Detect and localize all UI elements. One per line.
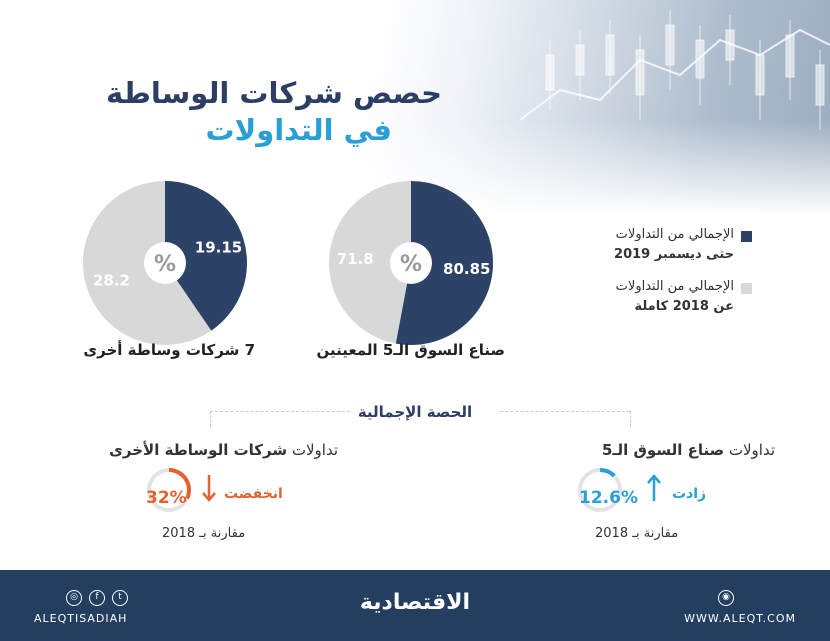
stat-heading-prefix: تداولات [287,441,338,459]
stat-value-other-brokers: 32% [146,488,187,508]
compare-note-other-brokers: مقارنة بـ 2018 [162,526,246,541]
section-title-text: الحصة الإجمالية [349,403,481,421]
stat-heading-market-makers: تداولات صناع السوق الـ5 [602,441,775,459]
progress-arc-other-brokers [147,468,191,512]
legend-swatch-2019 [741,231,752,242]
pie-value-label-dark: 80.85 [443,260,490,278]
legend-label-line1: الإجمالي من التداولات [615,227,734,242]
stat-heading-bold: شركات الوساطة الأخرى [109,441,288,459]
stat-direction-other-brokers: انخفضت [224,486,283,502]
arrow-down-icon [202,475,216,502]
footer: ◎ f t ALEQTISADIAH الاقتصادية ◉ WWW.ALEQ… [0,570,830,641]
stat-value-market-makers: 12.6% [579,488,638,508]
divider-tick-left [210,411,211,427]
pie-caption-market-makers: صناع السوق الـ5 المعينين [316,341,505,359]
globe-icon[interactable]: ◉ [718,590,734,606]
divider-tick-right [630,411,631,427]
divider-left [210,411,360,412]
pie-chart-market-makers: % 80.85 71.8 [329,181,494,345]
pie-value-label-grey: 71.8 [337,250,374,268]
pie-value-label-grey: 28.2 [93,272,130,290]
legend-item-2018: الإجمالي من التداولات عن 2018 كاملة [584,277,752,317]
legend-item-2019: الإجمالي من التداولات حتى ديسمبر 2019 [584,225,752,265]
arrow-up-icon [647,474,661,501]
page-title: حصص شركات الوساطة [105,76,442,110]
pie-value-label-dark: 19.15 [195,238,242,256]
compare-note-market-makers: مقارنة بـ 2018 [595,526,679,541]
pie-center [144,242,186,284]
arc-fill [599,468,616,478]
twitter-icon[interactable]: t [112,590,128,606]
pie-slice-dark [165,181,247,331]
legend-label-line1: الإجمالي من التداولات [615,279,734,294]
section-title: الحصة الإجمالية [0,403,830,421]
stat-direction-market-makers: زادت [672,486,707,502]
stat-heading-other-brokers: تداولات شركات الوساطة الأخرى [109,441,338,459]
divider-right [500,411,630,412]
facebook-icon[interactable]: f [89,590,105,606]
progress-arc-market-makers [578,468,622,512]
page-subtitle: في التداولات [205,113,392,147]
website-link[interactable]: WWW.ALEQT.COM [684,612,796,625]
legend-label-line2: عن 2018 كاملة [634,299,734,314]
social-handle[interactable]: ALEQTISADIAH [34,612,128,625]
pie-caption-other-brokers: 7 شركات وساطة أخرى [83,341,255,359]
pie-slice-dark [395,181,494,345]
legend-label-line2: حتى ديسمبر 2019 [614,247,734,262]
stat-heading-prefix: تداولات [724,441,775,459]
pie-center [390,242,432,284]
arc-fill [168,468,191,500]
pie-center-label: % [154,252,176,277]
stock-chart-decoration [519,10,830,130]
stat-heading-bold: صناع السوق الـ5 [601,441,725,459]
pie-center-label: % [400,252,422,277]
instagram-icon[interactable]: ◎ [66,590,82,606]
brand-logo: الاقتصادية [359,590,471,615]
pie-chart-other-brokers: % 19.15 28.2 [83,181,247,345]
legend-swatch-2018 [741,283,752,294]
